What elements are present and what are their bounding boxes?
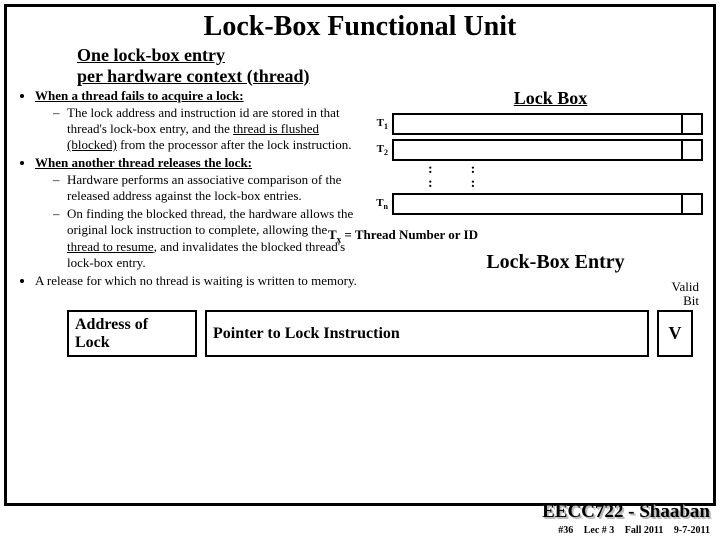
lockbox-dots-2: : : <box>428 179 703 189</box>
footer-term: Fall 2011 <box>625 525 664 536</box>
lockbox-tag-t2: T2 <box>368 143 388 157</box>
right-column: Lock Box T1 T2 : : : : Tn Tx = <box>368 88 703 308</box>
entry-pointer-box: Pointer to Lock Instruction <box>205 310 649 357</box>
lockbox-box-2 <box>392 139 703 161</box>
t1-t: T <box>377 117 384 129</box>
dots-b: : <box>471 165 478 175</box>
lockbox-tag-tn: Tn <box>368 197 388 211</box>
bullet-2: When another thread releases the lock: H… <box>35 155 362 271</box>
addr-l2: Lock <box>75 334 110 351</box>
valid-l1: Valid <box>672 279 699 294</box>
lockbox-box-1 <box>392 113 703 135</box>
bullet-1-sublist: The lock address and instruction id are … <box>35 105 362 154</box>
footer-slide: #36 <box>558 525 573 536</box>
bullet-1-sub-1: The lock address and instruction id are … <box>53 105 362 154</box>
b2s2-b: thread to resume <box>67 239 154 254</box>
lockbox-row-1: T1 <box>368 113 703 135</box>
dots-c: : <box>428 179 435 189</box>
subtitle-line1: One lock-box entry <box>77 45 225 65</box>
lockbox-heading: Lock Box <box>398 88 703 109</box>
b2s2-a: On finding the blocked thread, the hardw… <box>67 206 353 237</box>
bullet-3: A release for which no thread is waiting… <box>35 273 362 289</box>
b1s1-c: from the processor after the lock instru… <box>117 137 352 152</box>
left-column: When a thread fails to acquire a lock: T… <box>17 88 362 308</box>
t2-t: T <box>377 143 384 155</box>
entry-valid-box: V <box>657 310 693 357</box>
lockbox-row-2: T2 <box>368 139 703 161</box>
tx-pre: T <box>328 227 337 242</box>
lockbox-entry-heading: Lock-Box Entry <box>408 251 703 274</box>
bullet-2-sublist: Hardware performs an associative compari… <box>35 172 362 272</box>
footer-lec: Lec # 3 <box>584 525 615 536</box>
bullet-1: When a thread fails to acquire a lock: T… <box>35 88 362 153</box>
slide-subtitle: One lock-box entry per hardware context … <box>77 45 703 86</box>
bullet-1-head: When a thread fails to acquire a lock: <box>35 88 244 103</box>
dots-a: : <box>428 165 435 175</box>
lockbox-box-n <box>392 193 703 215</box>
content-columns: When a thread fails to acquire a lock: T… <box>17 88 703 308</box>
footer-date: 9-7-2011 <box>674 525 710 536</box>
lockbox-dots-1: : : <box>428 165 703 175</box>
t1-sub: 1 <box>384 122 388 131</box>
slide-border: Lock-Box Functional Unit One lock-box en… <box>4 4 716 506</box>
addr-l1: Address of <box>75 316 148 333</box>
valid-bit-label: Valid Bit <box>368 280 699 309</box>
bullet-list: When a thread fails to acquire a lock: T… <box>17 88 362 289</box>
dots-d: : <box>471 179 478 189</box>
entry-addr-text: Address ofLock <box>75 316 148 351</box>
bullet-2-head: When another thread releases the lock: <box>35 155 252 170</box>
valid-l2: Bit <box>683 293 699 308</box>
slide-title: Lock-Box Functional Unit <box>17 11 703 43</box>
bullet-2-sub-1: Hardware performs an associative compari… <box>53 172 362 205</box>
t2-sub: 2 <box>384 148 388 157</box>
entry-address-box: Address ofLock <box>67 310 197 357</box>
footer-meta: #36 Lec # 3 Fall 2011 9-7-2011 <box>550 525 710 536</box>
tn-t: T <box>376 197 383 209</box>
tx-rest: = Thread Number or ID <box>341 227 478 242</box>
tx-note: Tx = Thread Number or ID <box>328 227 703 245</box>
subtitle-line2: per hardware context (thread) <box>77 66 309 86</box>
tn-sub: n <box>384 202 388 211</box>
bullet-2-sub-2: On finding the blocked thread, the hardw… <box>53 206 362 271</box>
lockbox-tag-t1: T1 <box>368 117 388 131</box>
entry-row: Address ofLock Pointer to Lock Instructi… <box>17 310 703 357</box>
footer-course: EECC722 - Shaaban <box>542 501 710 523</box>
lockbox-row-n: Tn <box>368 193 703 215</box>
